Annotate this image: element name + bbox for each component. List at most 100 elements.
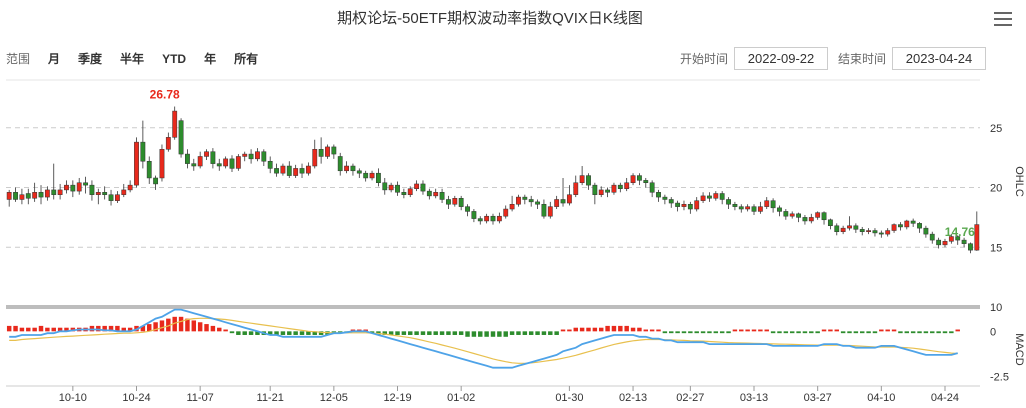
start-date-label: 开始时间 <box>679 52 728 66</box>
macd-histogram-bar <box>497 331 502 337</box>
macd-histogram-bar <box>255 331 260 335</box>
macd-histogram-bar <box>414 331 419 335</box>
macd-histogram-bar <box>484 331 489 337</box>
candle-body <box>369 172 375 179</box>
candle-body <box>229 158 235 169</box>
range-year-button[interactable]: 年 <box>204 52 217 66</box>
candle-body <box>490 215 496 222</box>
candle-body <box>649 182 655 193</box>
x-tick-label: 10-24 <box>122 392 150 404</box>
candle-body <box>299 168 305 174</box>
candle-body <box>586 175 591 186</box>
macd-histogram-bar <box>401 331 407 335</box>
macd-histogram-bar <box>745 329 750 332</box>
macd-histogram-bar <box>478 331 483 337</box>
candle-body <box>242 153 248 157</box>
macd-histogram-bar <box>688 331 693 334</box>
candle-body <box>898 224 903 228</box>
macd-histogram-bar <box>452 331 458 335</box>
candle-body <box>325 146 330 157</box>
macd-histogram-bar <box>528 331 534 335</box>
range-half-year-button[interactable]: 半年 <box>120 52 145 66</box>
candle-body <box>783 211 789 217</box>
candle-body <box>694 200 700 210</box>
candle-body <box>439 192 445 200</box>
candle-body <box>274 168 279 174</box>
date-range: 开始时间 2022-09-22 结束时间 2023-04-24 <box>670 47 986 70</box>
macd-histogram-bar <box>751 329 757 332</box>
candle-body <box>51 189 57 195</box>
macd-histogram-bar <box>153 322 158 332</box>
macd-histogram-bar <box>637 327 642 332</box>
candle-body <box>331 146 337 155</box>
candle-body <box>363 172 369 179</box>
candle-body <box>872 230 878 234</box>
candle-body <box>178 120 184 155</box>
candle-body <box>280 165 286 174</box>
macd-histogram-bar <box>936 331 941 334</box>
macd-histogram-bar <box>242 331 247 335</box>
start-date-input[interactable]: 2022-09-22 <box>733 47 828 70</box>
macd-histogram-bar <box>26 327 31 332</box>
candle-body <box>344 165 349 172</box>
candle-body <box>420 183 426 192</box>
macd-histogram-bar <box>624 325 629 332</box>
macd-histogram-bar <box>57 327 63 332</box>
macd-histogram-bar <box>917 331 922 334</box>
candle-body <box>834 225 840 232</box>
end-date-input[interactable]: 2023-04-24 <box>892 47 986 70</box>
macd-histogram-bar <box>19 327 25 332</box>
candle-body <box>388 184 394 191</box>
candle-body <box>802 217 808 222</box>
candle-body <box>38 192 44 198</box>
candle-body <box>83 182 88 186</box>
range-month-button[interactable]: 月 <box>48 52 61 66</box>
macd-histogram-bar <box>522 331 528 335</box>
macd-dif-line <box>9 308 958 369</box>
candle-body <box>356 170 362 174</box>
macd-histogram-bar <box>102 325 107 332</box>
candle-body <box>853 225 859 230</box>
chart-title: 期权论坛-50ETF期权波动率指数QVIX日K线图 <box>337 10 643 27</box>
candle-body <box>866 230 872 232</box>
candle-body <box>617 184 623 189</box>
candle-body <box>592 184 598 195</box>
candle-body <box>885 230 891 235</box>
candle-body <box>102 192 108 195</box>
candle-body <box>165 137 171 150</box>
macd-histogram-bar <box>866 331 871 334</box>
candle-body <box>375 172 381 183</box>
candle-body <box>64 184 69 191</box>
candle-body <box>159 149 165 179</box>
macd-histogram-bar <box>656 329 661 332</box>
candle-body <box>573 182 579 195</box>
macd-histogram-bar <box>560 329 566 332</box>
macd-histogram-bar <box>567 329 572 332</box>
range-selector: 范围 月 季度 半年 YTD 年 所有 <box>6 50 276 67</box>
range-quarter-button[interactable]: 季度 <box>78 52 103 66</box>
candle-body <box>350 165 356 172</box>
macd-histogram-bar <box>458 331 464 335</box>
range-ytd-button[interactable]: YTD <box>162 51 187 66</box>
macd-histogram-bar <box>611 325 617 332</box>
macd-histogram-bar <box>713 331 719 334</box>
candle-body <box>248 153 254 160</box>
macd-histogram-bar <box>879 329 884 332</box>
macd-histogram-bar <box>280 331 286 335</box>
y-tick-label: 20 <box>990 183 1002 195</box>
macd-histogram-bar <box>579 327 585 332</box>
max-annotation: 26.78 <box>150 88 180 102</box>
macd-histogram-bar <box>318 331 324 335</box>
candle-body <box>668 199 674 204</box>
macd-histogram-bar <box>38 325 44 332</box>
candle-body <box>713 193 719 199</box>
candle-body <box>968 243 973 251</box>
candle-body <box>121 189 127 195</box>
candle-body <box>13 192 18 200</box>
range-all-button[interactable]: 所有 <box>234 52 259 66</box>
menu-icon[interactable] <box>994 12 1012 26</box>
candle-body <box>44 189 50 198</box>
macd-histogram-bar <box>598 327 604 332</box>
macd-histogram-bar <box>821 329 827 332</box>
